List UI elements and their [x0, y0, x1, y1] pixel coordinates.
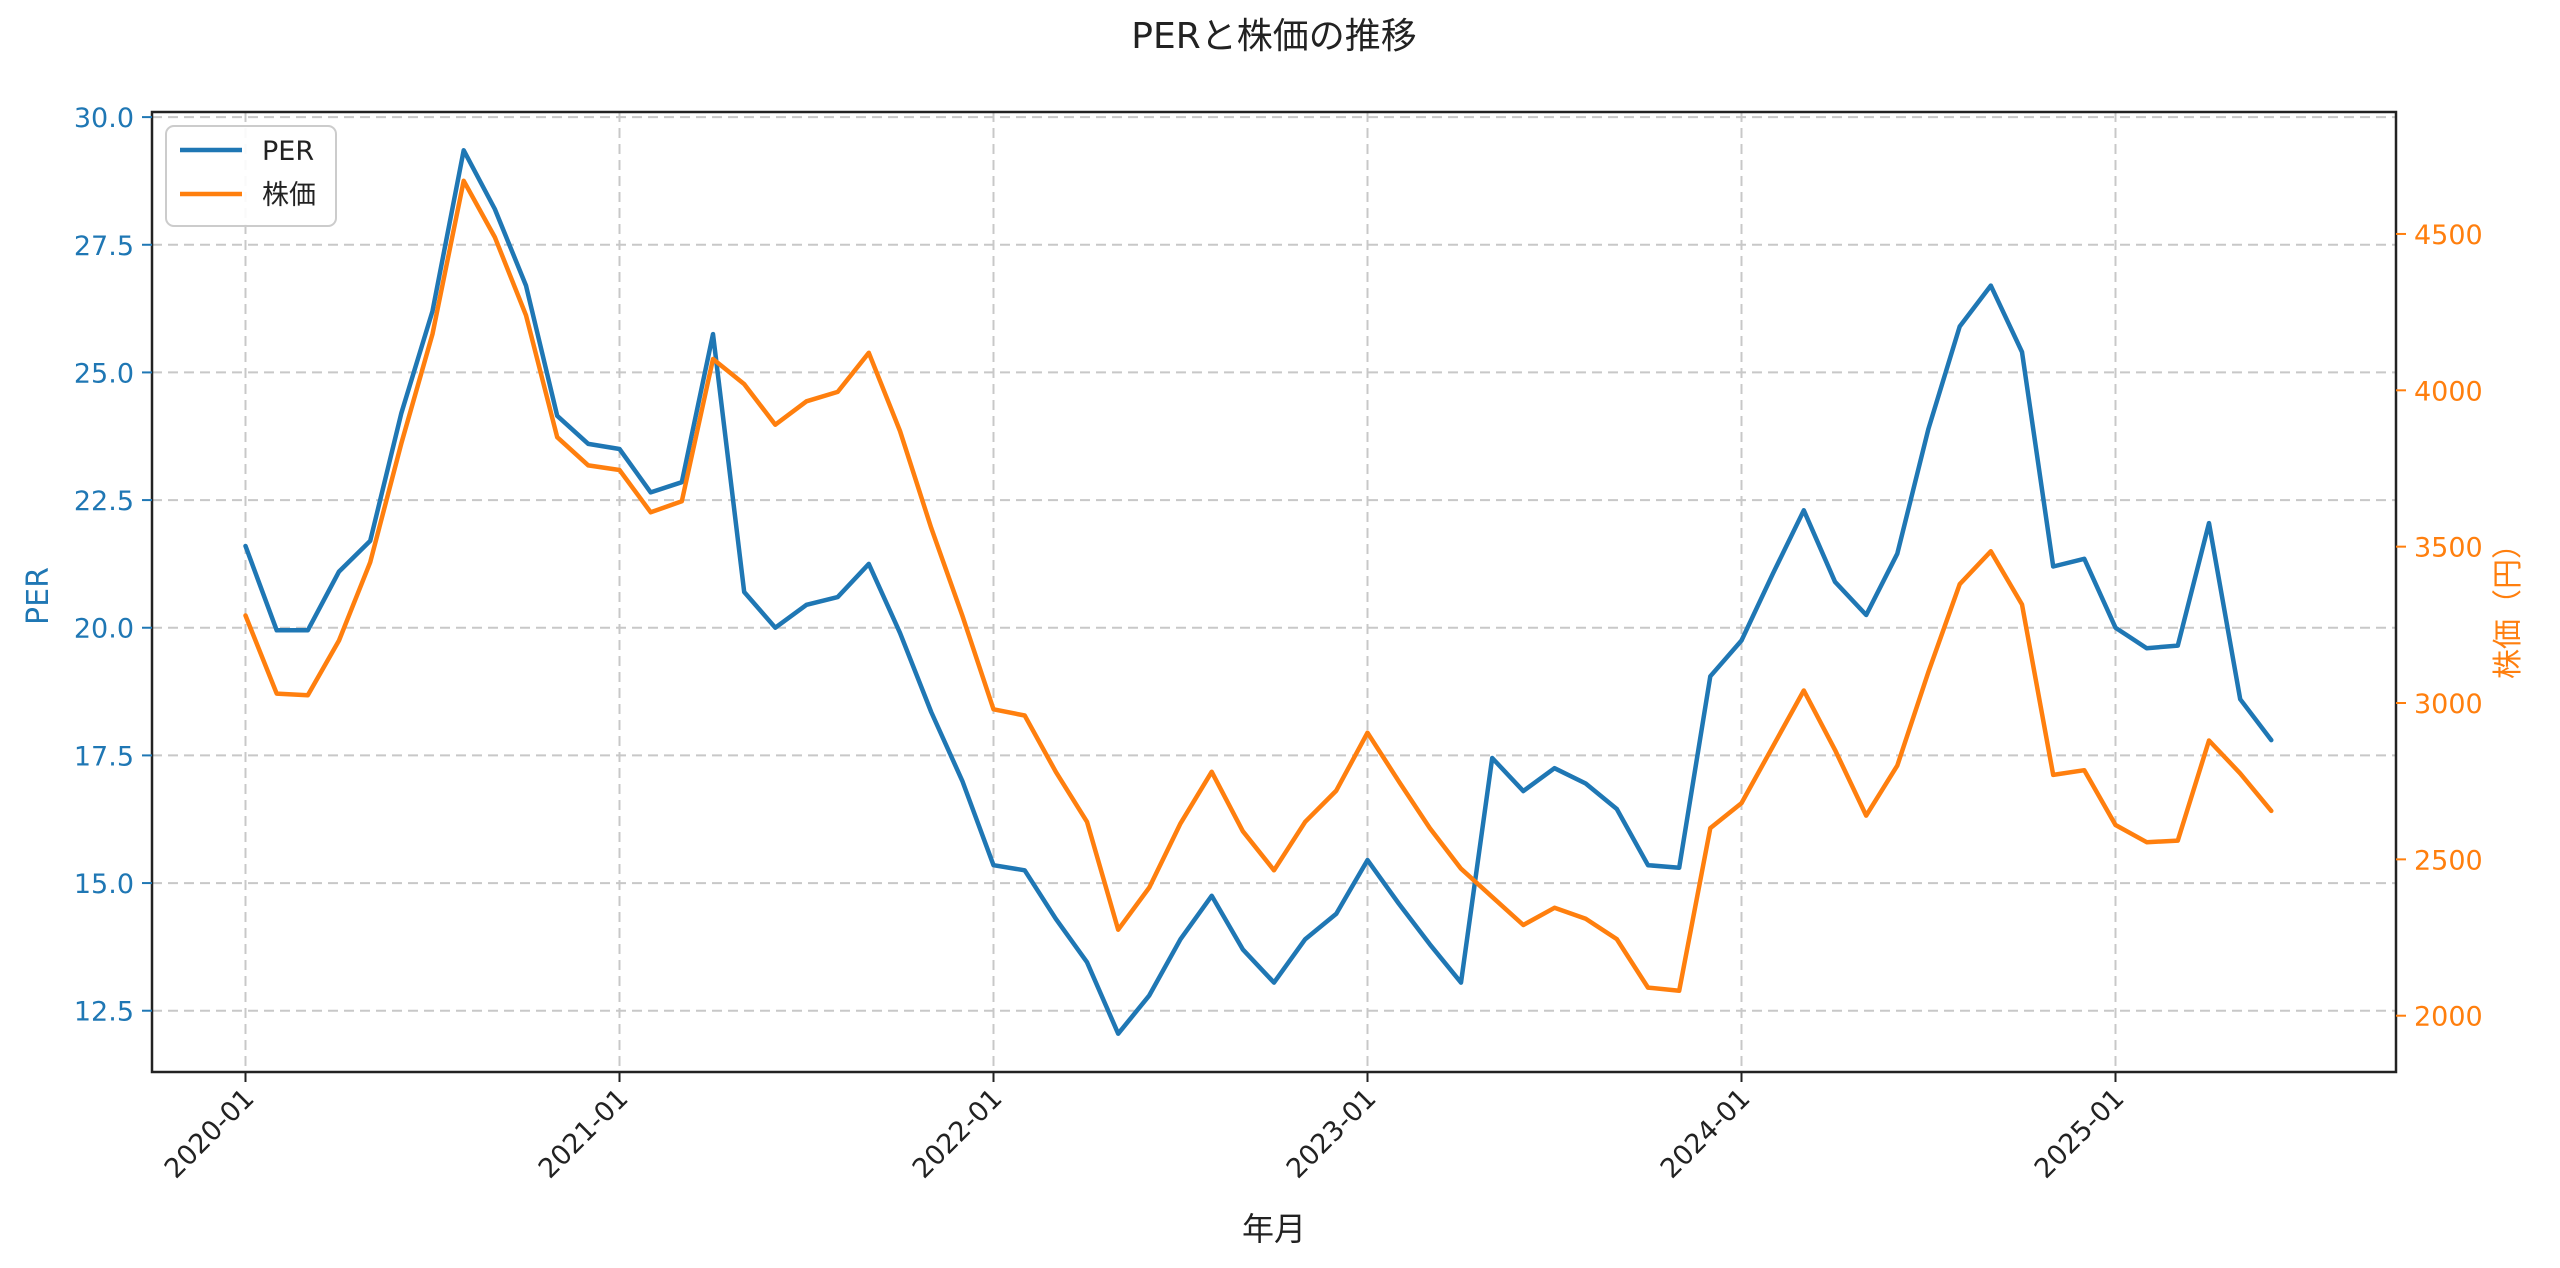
y-tick-label-right: 4000 [2414, 376, 2483, 407]
series-line-per [243, 148, 2274, 1036]
y-tick-label-left: 12.5 [74, 997, 134, 1028]
right-axis: 2000 2500 3000 3500 4000 4500 [2396, 220, 2483, 1033]
y-tick-label-left: 27.5 [74, 231, 134, 262]
y-tick-label-right: 3500 [2414, 533, 2483, 564]
y-tick-label-left: 15.0 [74, 869, 134, 900]
legend-label-per: PER [262, 136, 314, 167]
y-tick-label-left: 22.5 [74, 486, 134, 517]
y-tick-label-right: 4500 [2414, 220, 2483, 251]
y-tick-label-right: 2000 [2414, 1002, 2483, 1033]
y-tick-label-left: 17.5 [74, 741, 134, 772]
y-axis-label-right: 株価（円） [2491, 529, 2526, 679]
y-axis-label-left: PER [21, 567, 56, 625]
legend: PER 株価 [165, 125, 337, 227]
y-tick-label-left: 20.0 [74, 614, 134, 645]
series-layer [243, 148, 2274, 1036]
chart-title: PERと株価の推移 [1131, 16, 1416, 57]
y-tick-label-left: 25.0 [74, 358, 134, 389]
y-tick-label-right: 2500 [2414, 845, 2483, 876]
left-axis: 12.5 15.0 17.5 20.0 22.5 25.0 27.5 30.0 [74, 103, 152, 1028]
series-line-price [243, 178, 2274, 993]
y-tick-label-left: 30.0 [74, 103, 134, 134]
x-axis-label: 年月 [1242, 1210, 1306, 1248]
y-tick-label-right: 3000 [2414, 689, 2483, 720]
plot-frame [150, 110, 2398, 1074]
grid-lines [152, 112, 2396, 1072]
legend-label-price: 株価 [262, 180, 316, 211]
